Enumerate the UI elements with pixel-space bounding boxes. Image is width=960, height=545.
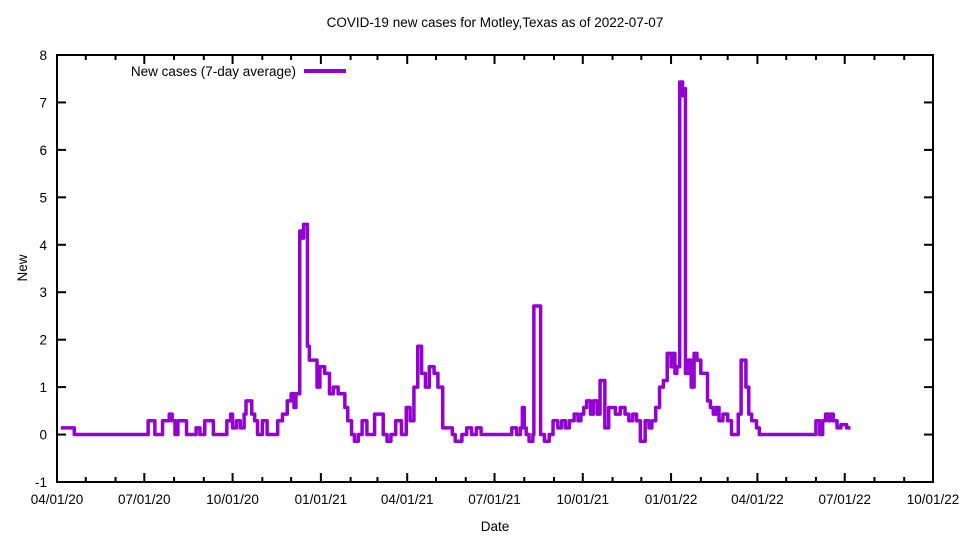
x-tick-label: 07/01/20 — [118, 492, 171, 507]
y-tick-label: 6 — [39, 143, 47, 158]
y-tick-label: 1 — [39, 380, 47, 395]
axis-ticks — [56, 54, 934, 483]
axis-tick-labels: -1 0 1 2 3 4 5 6 7 8 04/01/20 07/01/20 10/01/20 01/01… — [31, 48, 960, 507]
y-axis-label: New — [15, 254, 30, 281]
x-tick-label: 07/01/22 — [818, 492, 871, 507]
y-tick-label: -1 — [35, 475, 47, 490]
x-axis-label: Date — [481, 519, 510, 534]
legend-label: New cases (7-day average) — [131, 64, 296, 79]
y-tick-label: 4 — [39, 238, 47, 253]
x-tick-label: 04/01/20 — [31, 492, 84, 507]
x-tick-label: 07/01/21 — [468, 492, 521, 507]
x-tick-label: 01/01/22 — [645, 492, 698, 507]
y-tick-label: 3 — [39, 285, 47, 300]
x-tick-label: 01/01/21 — [295, 492, 348, 507]
y-tick-label: 2 — [39, 333, 47, 348]
x-tick-label: 10/01/20 — [206, 492, 259, 507]
legend: New cases (7-day average) — [131, 64, 346, 79]
plot-border — [56, 54, 934, 483]
x-tick-label: 04/01/22 — [731, 492, 784, 507]
x-tick-label: 10/01/22 — [907, 492, 960, 507]
y-tick-label: 0 — [39, 428, 47, 443]
x-tick-label: 10/01/21 — [557, 492, 610, 507]
chart-title: COVID-19 new cases for Motley,Texas as o… — [327, 15, 664, 30]
data-line-new-cases — [60, 80, 851, 443]
y-tick-label: 8 — [39, 48, 47, 63]
x-tick-label: 04/01/21 — [381, 492, 434, 507]
y-tick-label: 7 — [39, 95, 47, 110]
y-tick-label: 5 — [39, 190, 47, 205]
